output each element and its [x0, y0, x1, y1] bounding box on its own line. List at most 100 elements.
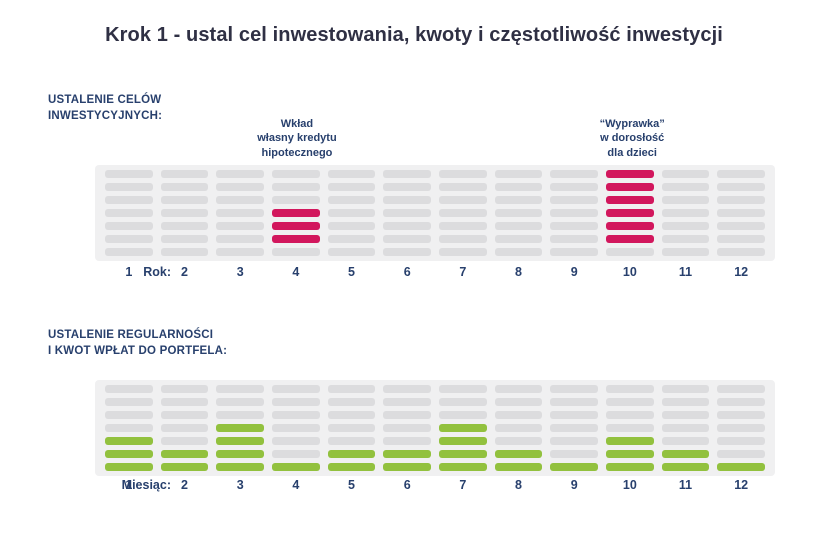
base-bar	[216, 235, 264, 243]
base-bar	[717, 183, 765, 191]
highlight-bar	[105, 437, 153, 445]
highlight-bar	[439, 463, 487, 471]
base-bar	[661, 209, 710, 217]
base-bar	[550, 248, 598, 256]
base-bar	[327, 222, 376, 230]
highlight-bar	[327, 463, 376, 471]
base-bar	[160, 437, 209, 445]
base-bar	[105, 170, 153, 178]
section-deposits-heading: USTALENIE REGULARNOŚCI I KWOT WPŁAT DO P…	[48, 329, 228, 357]
goals-axis-label: Rok:	[143, 265, 171, 279]
base-bar	[661, 196, 710, 204]
highlight-bar	[216, 437, 264, 445]
base-bar	[494, 170, 543, 178]
base-bar	[216, 196, 264, 204]
base-bar	[105, 424, 153, 432]
base-bar	[160, 196, 209, 204]
annotation-children-goal: “Wyprawka” w dorosłość dla dzieci	[599, 118, 665, 159]
base-bar	[550, 385, 598, 393]
base-bar	[606, 398, 654, 406]
base-bar	[494, 209, 543, 217]
highlight-bar	[606, 170, 654, 178]
bar-column	[383, 385, 431, 471]
bar-column	[494, 385, 543, 471]
bar-column	[105, 385, 153, 471]
base-bar	[606, 424, 654, 432]
base-bar	[717, 450, 765, 458]
base-bar	[327, 248, 376, 256]
axis-tick-label: 1	[125, 265, 133, 279]
page-title: Krok 1 - ustal cel inwestowania, kwoty i…	[105, 24, 723, 46]
axis-tick-label: 4	[292, 478, 300, 492]
base-bar	[550, 450, 598, 458]
base-bar	[327, 424, 376, 432]
bar-column	[327, 385, 376, 471]
highlight-bar	[216, 463, 264, 471]
bar-column	[327, 170, 376, 256]
base-bar	[383, 183, 431, 191]
base-bar	[383, 196, 431, 204]
highlight-bar	[494, 450, 543, 458]
base-bar	[717, 170, 765, 178]
base-bar	[272, 385, 320, 393]
base-bar	[661, 222, 710, 230]
highlight-bar	[272, 222, 320, 230]
base-bar	[383, 437, 431, 445]
base-bar	[383, 248, 431, 256]
axis-tick-label: 11	[678, 478, 693, 492]
base-bar	[272, 183, 320, 191]
highlight-bar	[661, 450, 710, 458]
base-bar	[439, 170, 487, 178]
highlight-bar	[606, 196, 654, 204]
base-bar	[383, 385, 431, 393]
base-bar	[383, 209, 431, 217]
base-bar	[272, 450, 320, 458]
highlight-bar	[160, 463, 209, 471]
base-bar	[439, 411, 487, 419]
highlight-bar	[439, 437, 487, 445]
bar-column	[661, 170, 710, 256]
base-bar	[494, 411, 543, 419]
base-bar	[105, 183, 153, 191]
base-bar	[717, 248, 765, 256]
axis-tick-label: 3	[236, 478, 244, 492]
base-bar	[494, 183, 543, 191]
base-bar	[327, 209, 376, 217]
base-bar	[550, 170, 598, 178]
base-bar	[105, 385, 153, 393]
axis-tick-label: 3	[236, 265, 244, 279]
bar-column	[272, 170, 320, 256]
highlight-bar	[606, 463, 654, 471]
base-bar	[216, 248, 264, 256]
axis-tick-label: 10	[622, 478, 637, 492]
base-bar	[494, 385, 543, 393]
base-bar	[550, 437, 598, 445]
axis-tick-label: 12	[734, 478, 749, 492]
bar-column	[717, 385, 765, 471]
base-bar	[661, 437, 710, 445]
base-bar	[216, 183, 264, 191]
highlight-bar	[216, 450, 264, 458]
axis-tick-label: 8	[515, 265, 522, 279]
base-bar	[160, 209, 209, 217]
axis-tick-label: 2	[181, 265, 188, 279]
goals-annotation-layer: Wkład własny kredytu hipotecznego “Wypra…	[95, 100, 775, 162]
base-bar	[105, 209, 153, 217]
base-bar	[439, 183, 487, 191]
section-goals-heading: USTALENIE CELÓW INWESTYCYJNYCH:	[48, 94, 163, 122]
base-bar	[160, 183, 209, 191]
base-bar	[383, 235, 431, 243]
base-bar	[383, 222, 431, 230]
highlight-bar	[439, 424, 487, 432]
base-bar	[383, 424, 431, 432]
base-bar	[550, 209, 598, 217]
base-bar	[216, 398, 264, 406]
base-bar	[272, 248, 320, 256]
highlight-bar	[272, 209, 320, 217]
base-bar	[661, 398, 710, 406]
axis-tick-label: 7	[459, 265, 467, 279]
highlight-bar	[383, 463, 431, 471]
base-bar	[216, 222, 264, 230]
goals-axis-row: Rok: 1 2 3 4 5 6 7 8 9 10 11 12	[95, 265, 775, 279]
base-bar	[439, 235, 487, 243]
